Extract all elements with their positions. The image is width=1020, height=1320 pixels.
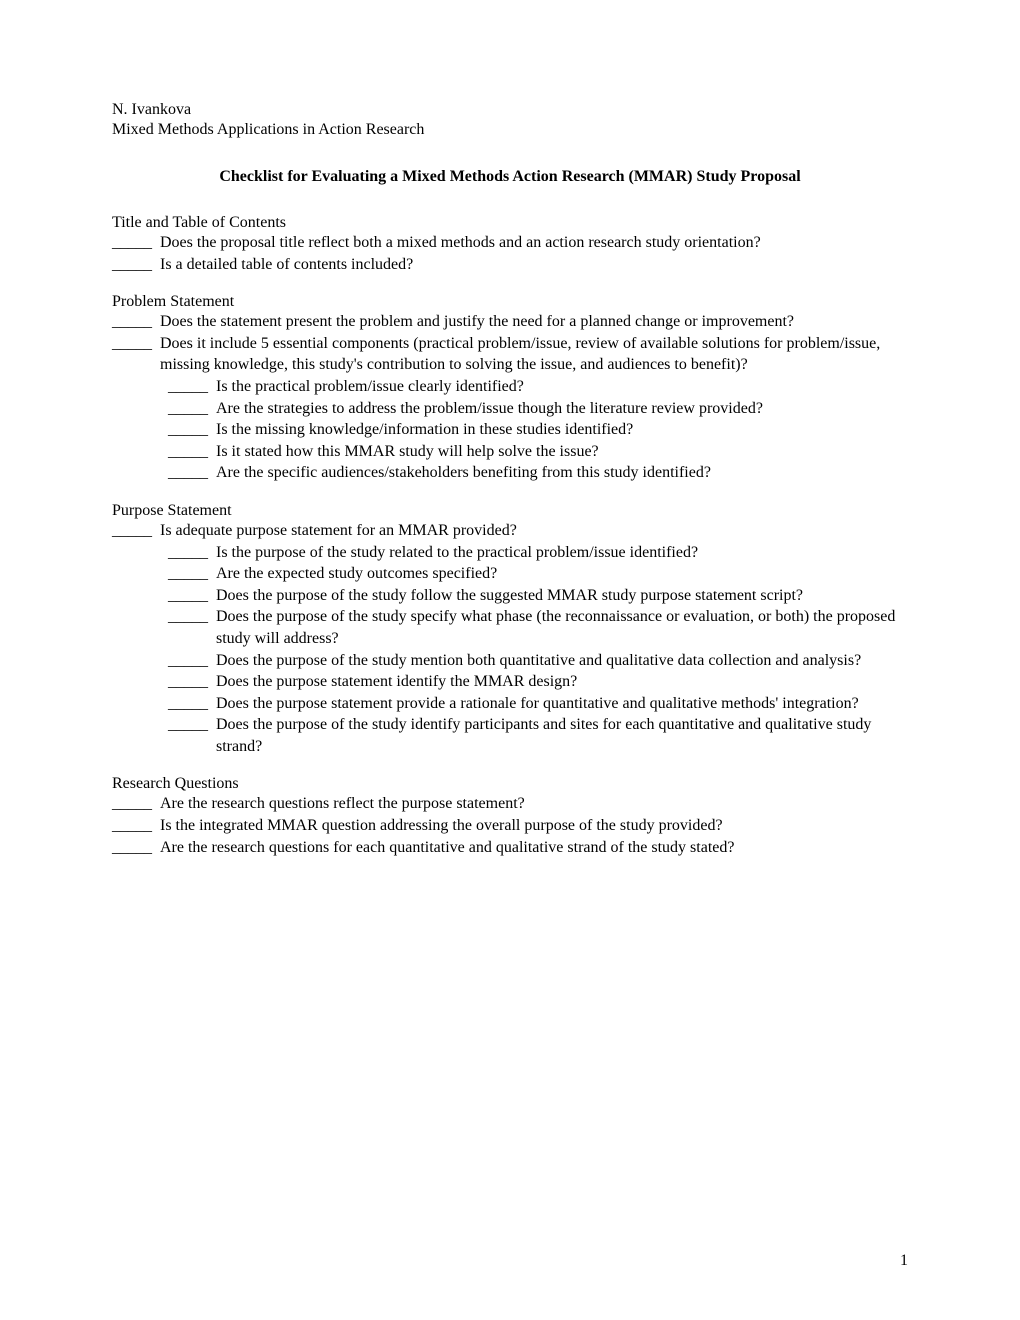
checklist-blank: _____ [112,815,160,837]
checklist-item-text: Is it stated how this MMAR study will he… [216,441,908,463]
checklist-item: _____Are the specific audiences/stakehol… [112,462,908,484]
checklist-item: _____Does the purpose statement provide … [112,693,908,715]
document-page: N. Ivankova Mixed Methods Applications i… [0,0,1020,1320]
checklist-blank: _____ [168,462,216,484]
checklist-item: _____Does the purpose statement identify… [112,671,908,693]
checklist-item-text: Does the purpose of the study follow the… [216,585,908,607]
checklist-item: _____Is the missing knowledge/informatio… [112,419,908,441]
checklist-blank: _____ [168,693,216,715]
checklist-item: _____Are the research questions for each… [112,837,908,859]
checklist-item: _____Is a detailed table of contents inc… [112,254,908,276]
checklist-item: _____Are the expected study outcomes spe… [112,563,908,585]
checklist-item-text: Is the integrated MMAR question addressi… [160,815,908,837]
checklist-blank: _____ [112,232,160,254]
section-heading: Research Questions [112,775,908,793]
checklist-item-text: Does the statement present the problem a… [160,311,908,333]
checklist-blank: _____ [112,793,160,815]
checklist-item-text: Does the purpose statement provide a rat… [216,693,908,715]
checklist-blank: _____ [112,311,160,333]
checklist-item-text: Does the purpose of the study identify p… [216,714,908,757]
checklist-item-text: Are the expected study outcomes specifie… [216,563,908,585]
section-heading: Problem Statement [112,293,908,311]
checklist-item: _____Does the purpose of the study ident… [112,714,908,757]
checklist-item: _____Is the purpose of the study related… [112,542,908,564]
checklist-item-text: Are the research questions for each quan… [160,837,908,859]
checklist-blank: _____ [112,520,160,542]
checklist-item: _____Does it include 5 essential compone… [112,333,908,376]
checklist-item-text: Is a detailed table of contents included… [160,254,908,276]
checklist-blank: _____ [112,837,160,859]
checklist-item-text: Are the strategies to address the proble… [216,398,908,420]
checklist-item: _____Is the integrated MMAR question add… [112,815,908,837]
checklist-body: Title and Table of Contents_____Does the… [112,214,908,858]
checklist-blank: _____ [168,585,216,607]
checklist-blank: _____ [168,671,216,693]
checklist-blank: _____ [168,563,216,585]
checklist-item: _____Does the purpose of the study speci… [112,606,908,649]
checklist-item: _____Are the strategies to address the p… [112,398,908,420]
checklist-item: _____Does the statement present the prob… [112,311,908,333]
checklist-blank: _____ [168,419,216,441]
checklist-item-text: Does the proposal title reflect both a m… [160,232,908,254]
checklist-item-text: Does the purpose of the study specify wh… [216,606,908,649]
checklist-item-text: Does the purpose of the study mention bo… [216,650,908,672]
checklist-item: _____Is it stated how this MMAR study wi… [112,441,908,463]
checklist-blank: _____ [168,650,216,672]
checklist-blank: _____ [168,606,216,628]
checklist-blank: _____ [168,376,216,398]
checklist-item-text: Is the purpose of the study related to t… [216,542,908,564]
checklist-item-text: Are the specific audiences/stakeholders … [216,462,908,484]
checklist-blank: _____ [168,542,216,564]
checklist-item: _____Does the purpose of the study follo… [112,585,908,607]
page-number: 1 [900,1252,908,1270]
checklist-item: _____Does the proposal title reflect bot… [112,232,908,254]
document-subtitle: Mixed Methods Applications in Action Res… [112,120,908,140]
checklist-item-text: Does it include 5 essential components (… [160,333,908,376]
checklist-item: _____Are the research questions reflect … [112,793,908,815]
checklist-blank: _____ [168,398,216,420]
checklist-blank: _____ [112,333,160,355]
document-title: Checklist for Evaluating a Mixed Methods… [112,168,908,186]
section-heading: Title and Table of Contents [112,214,908,232]
checklist-item: _____Does the purpose of the study menti… [112,650,908,672]
checklist-blank: _____ [168,714,216,736]
checklist-item: _____Is the practical problem/issue clea… [112,376,908,398]
checklist-item-text: Is the missing knowledge/information in … [216,419,908,441]
section-heading: Purpose Statement [112,502,908,520]
checklist-item-text: Is adequate purpose statement for an MMA… [160,520,908,542]
checklist-blank: _____ [112,254,160,276]
checklist-item-text: Does the purpose statement identify the … [216,671,908,693]
checklist-item: _____Is adequate purpose statement for a… [112,520,908,542]
checklist-blank: _____ [168,441,216,463]
checklist-item-text: Is the practical problem/issue clearly i… [216,376,908,398]
checklist-item-text: Are the research questions reflect the p… [160,793,908,815]
author-name: N. Ivankova [112,100,908,120]
